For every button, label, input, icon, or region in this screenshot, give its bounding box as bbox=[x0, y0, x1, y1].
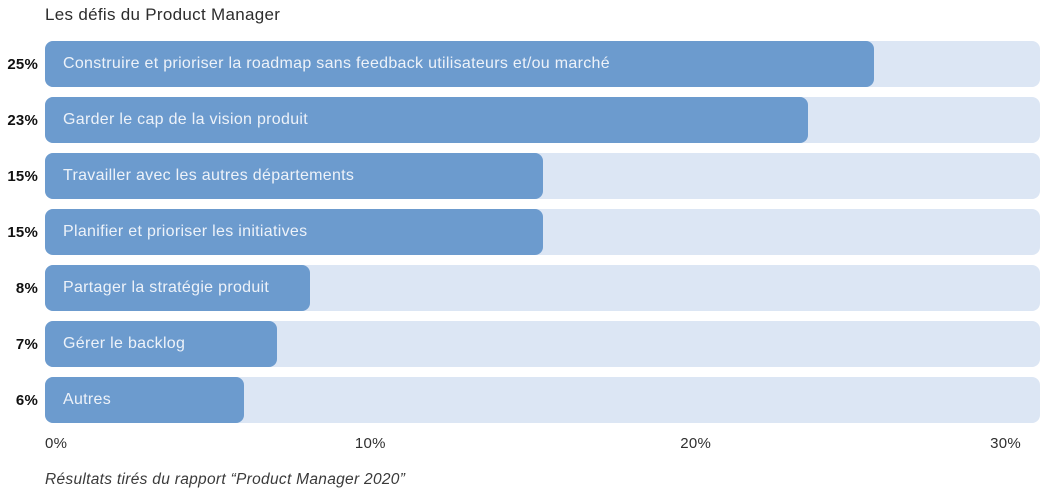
bar-track: Partager la stratégie produit bbox=[45, 265, 1040, 311]
bar-row: 7% Gérer le backlog bbox=[0, 321, 1040, 367]
bar-track: Autres bbox=[45, 377, 1040, 423]
bar-label: Planifier et prioriser les initiatives bbox=[63, 223, 308, 240]
bar-label: Partager la stratégie produit bbox=[63, 279, 270, 296]
x-axis-tick: 20% bbox=[680, 435, 712, 452]
bar-label: Autres bbox=[63, 391, 112, 408]
bar-row: 8% Partager la stratégie produit bbox=[0, 265, 1040, 311]
bar-fill: Partager la stratégie produit bbox=[45, 265, 311, 311]
bar-track: Travailler avec les autres départements bbox=[45, 153, 1040, 199]
bar-fill: Construire et prioriser la roadmap sans … bbox=[45, 41, 875, 87]
value-label: 15% bbox=[7, 223, 38, 241]
bar-label: Garder le cap de la vision produit bbox=[63, 111, 308, 128]
bar-fill: Autres bbox=[45, 377, 244, 423]
bar-track: Construire et prioriser la roadmap sans … bbox=[45, 41, 1040, 87]
bar-row: 15% Travailler avec les autres départemen… bbox=[0, 153, 1040, 199]
x-axis-tick: 30% bbox=[990, 435, 1021, 452]
bar-label: Gérer le backlog bbox=[63, 335, 186, 352]
value-label: 25% bbox=[7, 55, 38, 73]
chart-title: Les défis du Product Manager bbox=[45, 5, 281, 24]
value-label: 15% bbox=[7, 167, 38, 185]
bar-row: 23% Garder le cap de la vision produit bbox=[0, 97, 1040, 143]
value-label: 8% bbox=[15, 279, 38, 297]
bar-row: 25% Construire et prioriser la roadmap sa… bbox=[0, 41, 1040, 87]
bar-track: Garder le cap de la vision produit bbox=[45, 97, 1040, 143]
bar-fill: Gérer le backlog bbox=[45, 321, 278, 367]
bar-label: Travailler avec les autres départements bbox=[63, 167, 355, 184]
bar-row: 15% Planifier et prioriser les initiative… bbox=[0, 209, 1040, 255]
bar-fill: Travailler avec les autres départements bbox=[45, 153, 543, 199]
bar-label: Construire et prioriser la roadmap sans … bbox=[63, 55, 610, 72]
source-caption: Résultats tirés du rapport “Product Mana… bbox=[45, 471, 406, 488]
x-axis-tick: 0% bbox=[45, 435, 68, 452]
bar-rows: 25% Construire et prioriser la roadmap sa… bbox=[0, 41, 1040, 423]
value-label: 7% bbox=[15, 335, 38, 353]
bar-track: Planifier et prioriser les initiatives bbox=[45, 209, 1040, 255]
bar-fill: Planifier et prioriser les initiatives bbox=[45, 209, 543, 255]
value-label: 23% bbox=[7, 111, 38, 129]
bar-track: Gérer le backlog bbox=[45, 321, 1040, 367]
bar-fill: Garder le cap de la vision produit bbox=[45, 97, 808, 143]
x-axis: 0% 10% 20% 30% bbox=[45, 435, 1021, 454]
x-axis-tick: 10% bbox=[354, 435, 386, 452]
value-label: 6% bbox=[15, 391, 38, 409]
bar-row: 6% Autres bbox=[0, 377, 1040, 423]
